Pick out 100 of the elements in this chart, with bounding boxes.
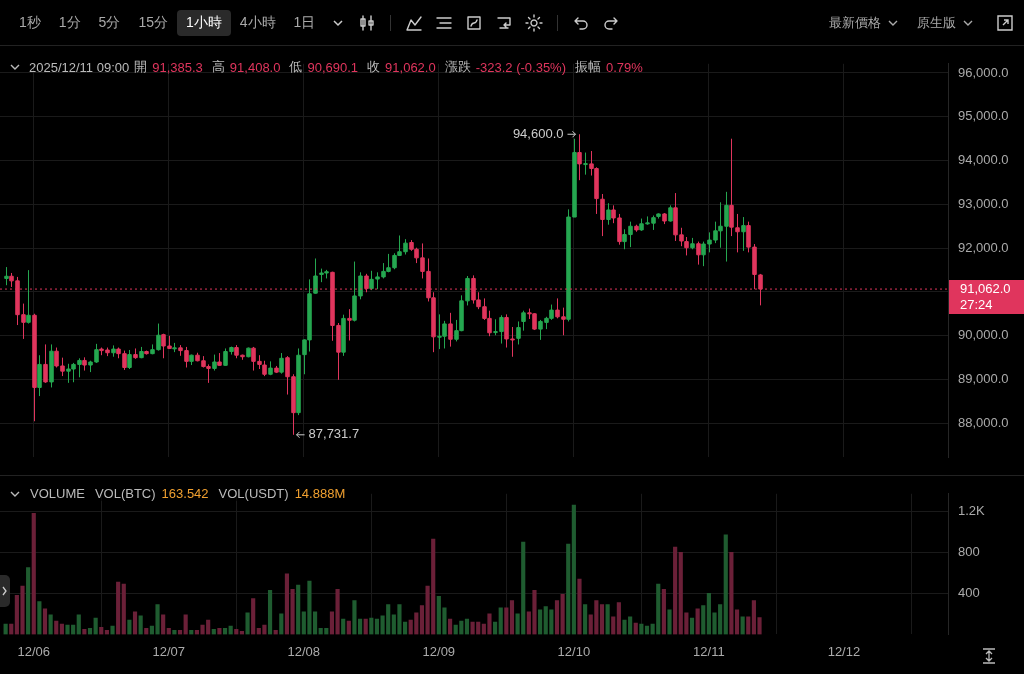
bar	[76, 614, 81, 635]
bar	[734, 609, 740, 635]
bar	[566, 543, 571, 635]
bar	[245, 612, 250, 635]
candlestick	[246, 347, 251, 358]
annotation: 163.542	[161, 486, 209, 501]
bar	[616, 602, 621, 635]
bar	[560, 594, 565, 635]
text: 4小時	[238, 12, 277, 32]
x-tick-label: 12/09	[422, 643, 456, 659]
bar	[599, 604, 605, 635]
bar	[132, 611, 138, 635]
candlestick	[634, 224, 639, 233]
x-tick-label: 12/10	[557, 643, 591, 659]
bar	[48, 614, 53, 635]
text: 1分	[57, 12, 82, 32]
annotation: 振幅	[575, 58, 602, 76]
annotation: 漲跌	[444, 58, 471, 76]
text: 27:24	[960, 296, 993, 312]
bar	[605, 604, 610, 635]
bar	[127, 619, 132, 635]
candlestick	[172, 342, 177, 353]
candlestick	[111, 344, 116, 358]
y-tick-label: 1.2K	[958, 502, 986, 518]
annotation: 91,062.0	[385, 59, 436, 75]
bar	[183, 614, 188, 635]
bar	[138, 615, 143, 635]
bar	[498, 607, 503, 635]
candlestick	[82, 356, 87, 372]
ref-line-label: 91,062.0	[960, 280, 1011, 296]
bar	[99, 626, 104, 635]
y-tick-label: 95,000.0	[958, 108, 1009, 124]
bar	[9, 623, 14, 635]
bar	[93, 617, 98, 635]
bar	[577, 578, 582, 635]
bar	[701, 605, 706, 635]
bar	[689, 617, 695, 635]
bar	[661, 588, 666, 635]
bar	[346, 620, 351, 635]
annotation: VOL(BTC)	[94, 486, 156, 501]
bar	[341, 618, 346, 635]
bar	[554, 600, 560, 635]
bar	[59, 623, 64, 635]
candlestick	[583, 152, 588, 176]
bar	[509, 600, 515, 635]
x-tick-label: 12/08	[287, 643, 321, 659]
text: 5分	[97, 12, 122, 32]
bar	[729, 551, 734, 635]
annotation: 14.888M	[294, 486, 346, 501]
annotation: 90,690.1	[307, 59, 359, 75]
annotation: 94,600.0	[512, 125, 564, 141]
annotation: 2025/12/11 09:00	[29, 59, 130, 75]
bar	[110, 625, 115, 635]
bar	[633, 622, 638, 635]
bar	[493, 621, 498, 635]
x-tick-label: 12/11	[693, 643, 725, 659]
y-tick-label: 92,000.0	[958, 239, 1009, 255]
bar	[746, 616, 751, 635]
annotation: 低	[289, 58, 303, 76]
annotation: 0.79%	[606, 59, 643, 75]
bar	[26, 567, 31, 635]
bar	[161, 614, 166, 635]
y-tick-label: 96,000.0	[958, 64, 1009, 80]
text: 1秒	[18, 12, 42, 32]
bar	[504, 607, 509, 635]
annotation: 收	[367, 58, 381, 76]
annotation: 87,731.7	[308, 426, 360, 442]
bar	[369, 617, 374, 635]
bar	[667, 609, 672, 635]
bar	[116, 581, 121, 635]
bar	[251, 598, 256, 635]
bar	[571, 504, 576, 635]
text: 最新價格	[829, 13, 882, 32]
x-tick-label: 12/07	[152, 643, 186, 659]
y-tick-label: 94,000.0	[958, 152, 1009, 168]
annotation: -323.2 (-0.35%)	[475, 59, 567, 75]
text: 1日	[292, 12, 317, 32]
annotation: 91,385.3	[152, 59, 203, 75]
bar	[673, 546, 678, 635]
y-tick-label: 88,000.0	[958, 414, 1009, 430]
y-tick-label: 400	[958, 584, 980, 600]
bar	[121, 583, 126, 635]
text: 原生版	[917, 13, 957, 32]
bar	[740, 616, 745, 635]
annotation: 高	[211, 58, 225, 76]
text: 1小時	[176, 9, 231, 36]
bar	[37, 601, 42, 635]
y-tick-label: 93,000.0	[958, 195, 1009, 211]
bar	[611, 616, 616, 635]
annotation: 開	[134, 58, 148, 76]
chart-title: VOLUME	[30, 486, 85, 501]
bar	[723, 534, 728, 635]
candlestick	[347, 308, 352, 341]
bar	[31, 512, 36, 635]
y-tick-label: 90,000.0	[958, 327, 1009, 343]
text: 15分	[137, 12, 169, 32]
bar	[296, 584, 301, 635]
y-tick-label: 89,000.0	[958, 370, 1009, 386]
bar	[3, 623, 8, 635]
bar	[363, 618, 368, 635]
